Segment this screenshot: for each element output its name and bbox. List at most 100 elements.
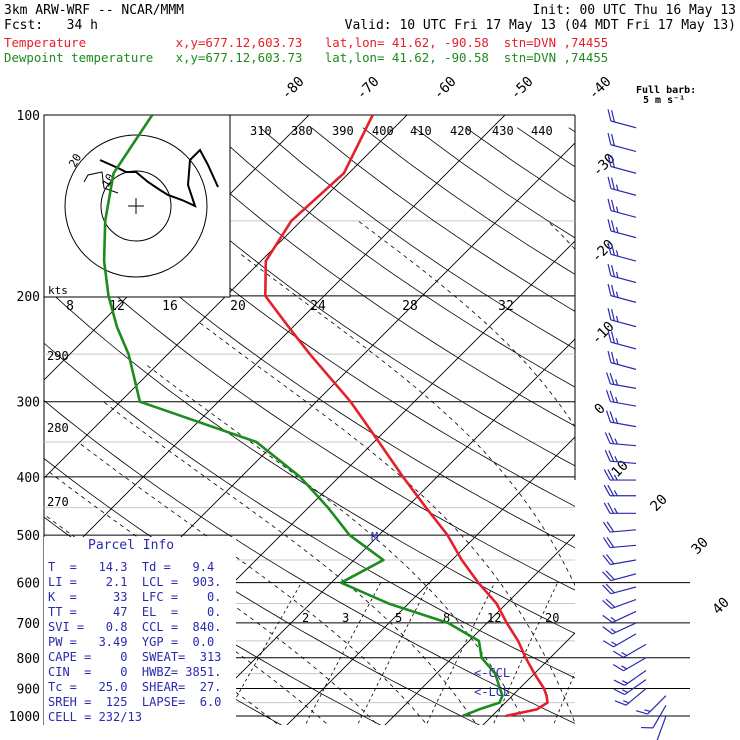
parcel-row: CIN = 0 HWBZ= 3851. [48,665,222,679]
barb-shaft [613,633,637,648]
barb-shaft [625,688,647,706]
wind-barb [612,657,647,672]
theta-label: 380 [291,124,313,138]
pressure-tick-label: 400 [17,471,40,486]
barb-flag [605,598,616,608]
mixing-ratio-label: 20 [545,611,559,625]
wind-barb [603,502,636,514]
forecast-hour: Fcst: 34 h [4,18,98,33]
barb-shaft [610,275,637,284]
wind-barb [613,679,647,696]
barb-flag [615,379,619,386]
moist-adiabat [46,469,379,725]
theta-label: 310 [250,124,272,138]
barb-flag [610,309,615,322]
wind-barb [612,643,647,658]
barb-flag [607,308,612,321]
mixing-ratio-label: 8 [443,611,450,625]
wind-barb [607,283,637,303]
theta-label: 420 [450,124,472,138]
barb-flag [621,651,627,657]
barb-shaft [610,120,637,129]
hodo-ring-label: 20 [66,152,84,170]
barb-shaft [610,586,637,595]
mixing-ratio-line [552,671,575,725]
pressure-tick-label: 600 [17,577,40,592]
barb-flag [611,641,617,646]
pressure-tick-label: 1000 [9,710,40,725]
isotherm-line [286,436,575,725]
barb-flag [605,389,611,402]
barb-flag [609,411,615,423]
wind-barb [604,449,637,465]
parcel-row: SREH = 125 LAPSE= 6.0 [48,695,222,709]
pressure-tick-label: 200 [17,290,40,305]
barb-flag [610,199,615,212]
barb-flag [604,432,611,444]
init-time: Init: 00 UTC Thu 16 May 13 [532,3,737,18]
dry-adiabat [723,128,740,729]
barb-flag [607,198,612,211]
barb-flag [608,450,615,462]
dry-adiabat [54,127,575,507]
wind-barb [640,705,667,729]
parcel-row: PW = 3.49 YGP = 0.0 [48,635,215,649]
barb-flag [615,271,619,278]
wind-barb [602,633,637,648]
isotherm-label: -40 [586,74,615,103]
barb-shaft [610,165,637,174]
barb-flag [610,264,615,277]
barb-flag [622,689,628,694]
hodo-axis-label: 20 [230,299,246,314]
barb-shaft [610,210,637,218]
barb-flag [610,331,615,344]
barb-flag [615,226,619,233]
parcel-m-marker: M [371,530,378,544]
dewpoint-trace [102,115,504,718]
barb-flag [609,390,615,403]
barb-flag [603,502,611,514]
hodo-axis-label: 32 [498,299,514,314]
barb-flag [607,109,612,122]
wind-barb [602,521,637,533]
isotherm-line [675,87,740,728]
barb-flag [602,554,611,565]
barb-shaft [610,230,637,239]
dry-adiabat [44,285,575,634]
mixing-ratio-line [425,582,496,725]
barb-legend-title: Full barb: [636,85,696,96]
barb-shaft [610,295,637,303]
barb-flag [612,650,624,658]
dry-adiabat [156,127,575,427]
isotherm-line [188,338,575,725]
barb-flag [602,521,611,533]
barb-flag [609,372,615,385]
barb-flag [623,700,630,704]
barb-flag [607,263,612,276]
barb-flag [613,507,618,514]
temperature-legend: Temperature x,y=677.12,603.73 lat,lon= 4… [4,35,609,50]
moist-adiabat [547,220,575,250]
barb-shaft [647,695,667,715]
dewpoint-legend: Dewpoint temperature x,y=677.12,603.73 l… [4,50,609,65]
parcel-row: CAPE = 0 SWEAT= 313 [48,650,222,664]
barb-flag [644,709,651,713]
barb-shaft [612,610,637,624]
parcel-row: T = 14.3 Td = 9.4 [48,560,215,574]
barb-shaft [610,442,637,447]
mixing-ratio-label: 2 [302,611,309,625]
barb-flag [613,688,625,696]
hodograph-trace [99,148,219,208]
mixing-ratio-label: 12 [487,611,501,625]
isotherm-line [44,115,408,479]
pressure-tick-label: 700 [17,617,40,632]
dry-adiabat [44,228,575,591]
barb-flag [613,679,625,686]
barb-flag [605,583,615,594]
pressure-tick-label: 800 [17,652,40,667]
theta-label: 390 [332,124,354,138]
isotherm-label: -80 [279,74,308,103]
barb-flag [602,640,614,648]
barb-flag [602,626,613,635]
wind-barb [607,132,637,153]
